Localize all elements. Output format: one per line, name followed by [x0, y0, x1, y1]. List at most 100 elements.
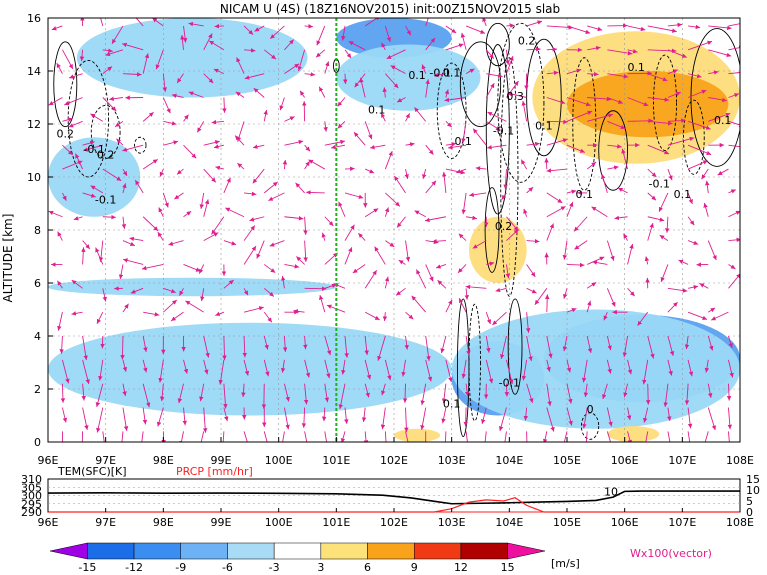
- wind-vector: [614, 215, 628, 221]
- line-x-tick-label: 100E: [265, 516, 293, 529]
- wind-vector: [566, 262, 585, 268]
- wind-vector: [425, 37, 436, 51]
- wind-vector: [198, 264, 205, 274]
- wind-vector: [364, 383, 370, 398]
- wind-vector: [627, 25, 646, 32]
- wind-vector: [315, 49, 326, 58]
- colorbar-swatch: [273, 542, 322, 560]
- wind-vector: [546, 70, 559, 76]
- colorbar-swatch: [367, 542, 415, 560]
- contour: [572, 57, 597, 191]
- wind-vector: [425, 79, 430, 98]
- wind-vector: [163, 287, 176, 294]
- line-x-tick-label: 97E: [95, 516, 116, 529]
- contour: [497, 22, 545, 183]
- wind-vector: [708, 307, 716, 313]
- wind-vector: [562, 335, 568, 352]
- wind-vector: [284, 39, 295, 51]
- wind-vector: [284, 216, 304, 221]
- wind-vector: [243, 431, 248, 442]
- wind-vector: [485, 335, 491, 353]
- wind-vector: [684, 335, 690, 350]
- wind-vector: [196, 121, 205, 133]
- contour: [683, 99, 705, 175]
- wind-vector: [472, 240, 487, 249]
- wind-vector: [687, 73, 702, 79]
- wind-vector: [623, 233, 628, 241]
- colorbar-tick-label: -15: [78, 561, 96, 574]
- wind-vector: [687, 240, 699, 245]
- wind-vector: [607, 144, 622, 149]
- wind-vector: [461, 359, 467, 379]
- wind-vector: [182, 25, 188, 43]
- wind-vector: [546, 192, 563, 204]
- wind-vector: [318, 86, 326, 98]
- wind-vector: [142, 216, 159, 232]
- wind-vector: [296, 256, 305, 265]
- wind-vector: [344, 407, 349, 424]
- wind-vector: [297, 49, 306, 72]
- wind-vector: [526, 287, 537, 294]
- wind-vector: [385, 73, 399, 89]
- wind-vector: [647, 168, 657, 178]
- wind-vector: [504, 431, 507, 442]
- wind-vector: [708, 70, 719, 75]
- right-tick-label: 15: [746, 473, 760, 486]
- wind-vector: [445, 142, 457, 147]
- wind-vector: [241, 383, 246, 398]
- contour: [436, 62, 467, 159]
- wind-vector: [415, 269, 427, 289]
- wind-vector: [282, 335, 288, 352]
- wind-vector: [687, 40, 713, 51]
- wind-vector: [380, 112, 386, 122]
- wind-vector: [254, 25, 265, 32]
- wind-vector: [203, 199, 210, 217]
- wind-vector: [57, 231, 63, 241]
- colorbar-end-right: [507, 542, 546, 560]
- wind-vector: [57, 312, 63, 331]
- contour-label: 0: [587, 403, 594, 416]
- line-x-tick-label: 101E: [322, 516, 350, 529]
- wind-vector: [81, 247, 86, 265]
- y-tick-label: 10: [27, 171, 41, 184]
- wind-vector: [422, 168, 427, 180]
- wind-vector: [203, 140, 220, 146]
- wind-vector: [96, 311, 104, 324]
- wind-vector: [395, 287, 406, 296]
- colorbar-unit: [m/s]: [551, 557, 580, 570]
- wind-vector: [414, 210, 426, 218]
- x-tick-label: 97E: [95, 454, 116, 467]
- wind-vector: [157, 231, 164, 241]
- wind-vector: [667, 49, 687, 58]
- wind-vector: [425, 359, 433, 382]
- wind-vector: [492, 311, 507, 326]
- wind-vector: [623, 383, 628, 398]
- wind-vector: [687, 431, 691, 442]
- wind-vector: [122, 183, 127, 194]
- wind-vector: [546, 168, 568, 173]
- wind-vector: [208, 40, 225, 51]
- wind-vector: [660, 264, 669, 283]
- contour: [90, 104, 121, 159]
- left-tick-label: 300: [21, 490, 42, 503]
- wind-vector: [79, 49, 85, 62]
- wind-vector: [606, 335, 612, 351]
- wind-vector: [142, 111, 154, 122]
- wind-vector: [284, 139, 304, 146]
- wind-vector: [123, 258, 144, 265]
- shaded-regions: [48, 18, 740, 442]
- wind-vector: [486, 261, 495, 266]
- wind-vector: [710, 311, 729, 321]
- wind-vector: [304, 286, 327, 291]
- wind-vector: [501, 192, 507, 200]
- wind-vector: [295, 182, 305, 194]
- contour-label: 0.2: [97, 148, 115, 161]
- wind-vector: [687, 160, 708, 170]
- wind-vector: [269, 240, 285, 247]
- wind-vector: [163, 140, 179, 146]
- wind-vector: [506, 359, 514, 385]
- wind-vector: [461, 192, 467, 215]
- wind-vector: [591, 206, 608, 218]
